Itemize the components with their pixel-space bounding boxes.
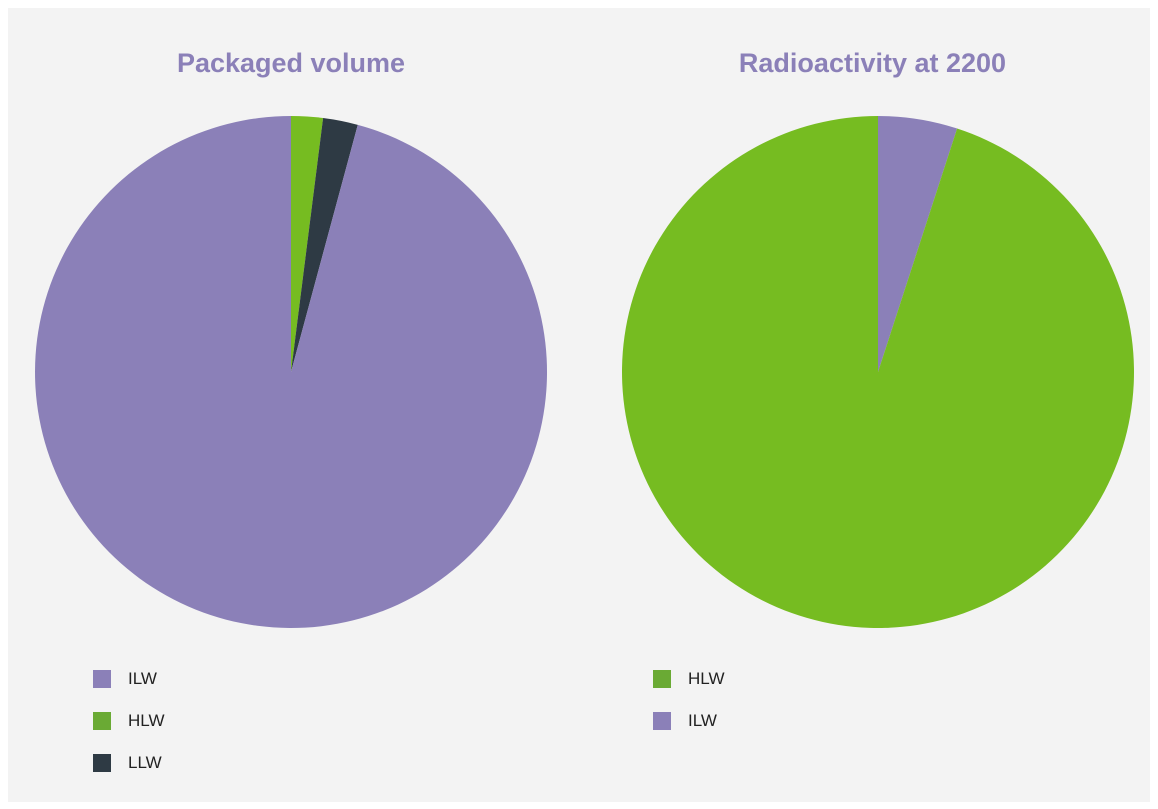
legend-label: HLW <box>128 711 165 730</box>
pie-slice-ilw <box>35 116 548 629</box>
legend-item-hlw: HLW <box>93 700 165 742</box>
legend-item-hlw: HLW <box>653 658 725 700</box>
chart-panel: Packaged volume ILW HLW LLW Radioactivity … <box>8 8 1150 802</box>
legend-swatch <box>653 712 671 730</box>
legend-swatch <box>93 754 111 772</box>
packaged-volume-pie <box>35 116 548 629</box>
legend-label: HLW <box>688 669 725 688</box>
chart-title: Radioactivity at 2200 <box>738 48 1007 78</box>
pie-slice-hlw <box>291 116 324 372</box>
legend-item-llw: LLW <box>93 742 165 784</box>
legend-swatch <box>93 712 111 730</box>
pie-slice-llw <box>291 118 358 373</box>
chart-title: Packaged volume <box>176 48 406 78</box>
legend-item-ilw: ILW <box>93 658 165 700</box>
pie-slice-ilw <box>878 116 958 372</box>
pie-slice-hlw <box>622 116 1135 628</box>
legend-swatch <box>93 670 111 688</box>
radioactivity-chart: Radioactivity at 2200 HLW ILW <box>595 8 1150 802</box>
packaged-volume-chart: Packaged volume ILW HLW LLW <box>8 8 574 802</box>
legend-label: ILW <box>688 711 717 730</box>
legend-swatch <box>653 670 671 688</box>
legend-label: LLW <box>128 753 162 772</box>
radioactivity-pie <box>622 116 1135 628</box>
packaged-volume-legend: ILW HLW LLW <box>93 658 165 784</box>
legend-item-ilw: ILW <box>653 700 725 742</box>
radioactivity-legend: HLW ILW <box>653 658 725 742</box>
legend-label: ILW <box>128 669 157 688</box>
